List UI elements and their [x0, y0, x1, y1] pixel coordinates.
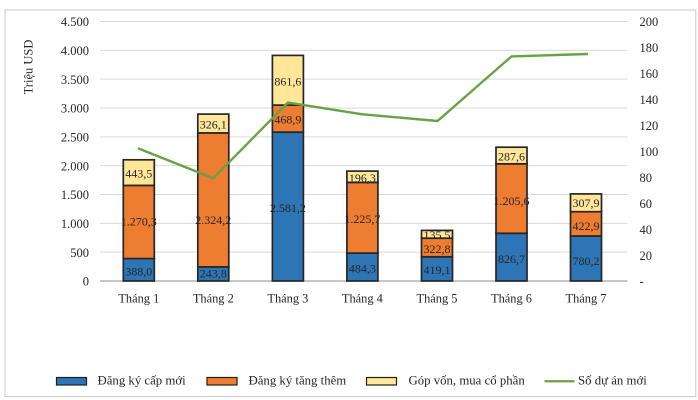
svg-text:Triệu USD: Triệu USD	[22, 40, 36, 95]
svg-text:287,6: 287,6	[498, 149, 525, 163]
svg-text:419,1: 419,1	[424, 263, 451, 277]
svg-text:180: 180	[640, 41, 659, 55]
svg-text:388,0: 388,0	[125, 264, 152, 278]
svg-text:Tháng 4: Tháng 4	[342, 291, 383, 305]
svg-text:0: 0	[83, 275, 89, 289]
svg-text:100: 100	[640, 145, 659, 159]
svg-text:40: 40	[640, 223, 653, 237]
svg-text:Tháng 2: Tháng 2	[193, 291, 234, 305]
svg-text:Tháng 1: Tháng 1	[118, 291, 159, 305]
svg-text:307,9: 307,9	[573, 196, 600, 210]
svg-text:322,8: 322,8	[424, 242, 451, 256]
svg-text:1.270,3: 1.270,3	[121, 214, 157, 228]
svg-text:80: 80	[640, 171, 653, 185]
svg-text:196,3: 196,3	[349, 171, 376, 185]
svg-text:2.581,2: 2.581,2	[270, 201, 306, 215]
svg-text:3.000: 3.000	[61, 102, 89, 116]
svg-text:200: 200	[640, 15, 659, 29]
svg-text:Tháng 6: Tháng 6	[491, 291, 532, 305]
svg-text:422,9: 422,9	[573, 219, 600, 233]
svg-text:2.324,2: 2.324,2	[195, 213, 231, 227]
svg-text:60: 60	[640, 197, 653, 211]
svg-text:326,1: 326,1	[200, 118, 227, 132]
svg-text:20: 20	[640, 249, 653, 263]
svg-text:443,5: 443,5	[125, 167, 152, 181]
svg-text:4.500: 4.500	[61, 15, 89, 29]
svg-text:120: 120	[640, 119, 659, 133]
svg-text:500: 500	[70, 246, 89, 260]
svg-text:Góp vốn, mua cổ phần: Góp vốn, mua cổ phần	[409, 374, 526, 388]
svg-text:Đăng ký cấp mới: Đăng ký cấp mới	[98, 374, 187, 388]
svg-text:243,8: 243,8	[200, 267, 227, 281]
svg-text:2.000: 2.000	[61, 159, 89, 173]
svg-text:Tháng 7: Tháng 7	[566, 291, 607, 305]
svg-text:1.500: 1.500	[61, 188, 89, 202]
svg-text:-: -	[640, 275, 644, 289]
svg-text:826,7: 826,7	[498, 252, 525, 266]
svg-text:140: 140	[640, 93, 659, 107]
svg-text:484,3: 484,3	[349, 262, 376, 276]
svg-text:1.000: 1.000	[61, 217, 89, 231]
svg-text:780,2: 780,2	[573, 254, 600, 268]
svg-text:861,6: 861,6	[274, 75, 301, 89]
svg-text:135,5: 135,5	[424, 228, 451, 242]
svg-text:Số dự án mới: Số dự án mới	[578, 374, 647, 388]
svg-text:4.000: 4.000	[61, 44, 89, 58]
svg-text:Tháng 5: Tháng 5	[417, 291, 458, 305]
svg-text:3.500: 3.500	[61, 73, 89, 87]
svg-text:160: 160	[640, 67, 659, 81]
svg-text:Tháng 3: Tháng 3	[267, 291, 308, 305]
svg-text:2.500: 2.500	[61, 131, 89, 145]
svg-text:1.205,6: 1.205,6	[494, 194, 530, 208]
svg-text:468,9: 468,9	[274, 112, 301, 126]
svg-text:Đăng ký tăng thêm: Đăng ký tăng thêm	[249, 374, 347, 388]
svg-text:1.225,7: 1.225,7	[344, 212, 380, 226]
